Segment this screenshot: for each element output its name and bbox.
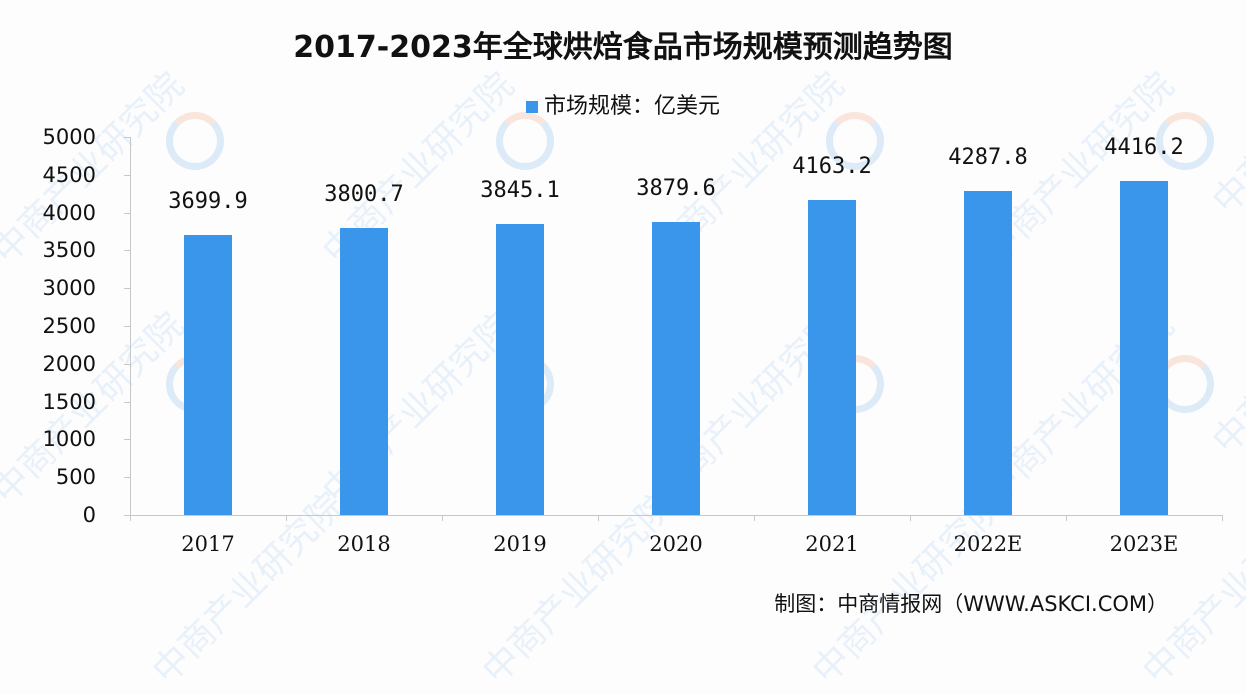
y-tick bbox=[124, 250, 130, 252]
x-tick bbox=[286, 515, 287, 521]
y-tick bbox=[124, 401, 130, 403]
value-label: 4163.2 bbox=[792, 154, 872, 180]
x-tick-label: 2022E bbox=[953, 532, 1023, 556]
bar-2022E[interactable] bbox=[964, 190, 1012, 515]
value-label: 3699.9 bbox=[168, 189, 248, 215]
y-tick-label: 5000 bbox=[42, 125, 96, 149]
value-label: 3879.6 bbox=[636, 175, 716, 201]
bar-2021[interactable] bbox=[808, 200, 856, 515]
y-tick bbox=[124, 212, 130, 214]
value-label: 3800.7 bbox=[324, 181, 404, 207]
y-tick-label: 2500 bbox=[42, 314, 96, 338]
x-tick bbox=[754, 515, 755, 521]
x-tick bbox=[1066, 515, 1067, 521]
value-label: 3845.1 bbox=[480, 178, 560, 204]
bar-2020[interactable] bbox=[652, 221, 700, 515]
y-tick bbox=[124, 439, 130, 441]
y-tick-label: 2000 bbox=[42, 351, 96, 376]
x-tick bbox=[598, 515, 599, 521]
x-tick-label: 2020 bbox=[649, 532, 703, 556]
y-tick-label: 500 bbox=[55, 465, 96, 490]
x-axis-line bbox=[130, 515, 1222, 516]
x-tick-label: 2019 bbox=[493, 532, 547, 556]
askci-logo-icon bbox=[166, 112, 224, 170]
bar-2018[interactable] bbox=[340, 227, 388, 515]
x-tick-label: 2018 bbox=[337, 532, 391, 556]
y-tick bbox=[124, 137, 130, 138]
y-tick bbox=[124, 288, 130, 290]
bar-2017[interactable] bbox=[184, 235, 232, 515]
y-tick bbox=[124, 174, 130, 176]
legend: 市场规模：亿美元 bbox=[0, 88, 1246, 120]
watermark-text: 中商产业研究院 bbox=[1204, 254, 1246, 463]
y-tick-label: 0 bbox=[82, 503, 96, 527]
x-tick-label: 2017 bbox=[181, 532, 235, 556]
askci-logo-icon bbox=[496, 112, 554, 170]
bar-2019[interactable] bbox=[496, 224, 544, 515]
value-label: 4416.2 bbox=[1104, 135, 1184, 161]
bar-2023E[interactable] bbox=[1120, 181, 1168, 515]
x-tick bbox=[1222, 515, 1223, 521]
y-axis-line bbox=[130, 137, 131, 516]
y-tick bbox=[124, 477, 130, 479]
chart-title: 2017-2023年全球烘焙食品市场规模预测趋势图 bbox=[293, 30, 953, 65]
y-tick bbox=[124, 515, 130, 516]
value-label: 4287.8 bbox=[948, 144, 1028, 170]
y-tick-label: 3000 bbox=[42, 276, 96, 301]
y-tick-label: 4000 bbox=[42, 200, 96, 225]
y-tick bbox=[124, 326, 130, 327]
watermark-text: 中商产业研究院 bbox=[144, 484, 353, 693]
y-tick bbox=[124, 363, 130, 365]
y-tick-label: 1000 bbox=[42, 427, 96, 452]
watermark-text: 中商产业研究院 bbox=[0, 304, 193, 513]
legend-swatch bbox=[525, 101, 538, 113]
x-tick-label: 2021 bbox=[805, 532, 859, 556]
source-note: 制图：中商情报网（WWW.ASKCI.COM） bbox=[774, 592, 1168, 616]
y-tick-label: 3500 bbox=[42, 238, 96, 263]
x-tick-label: 2023E bbox=[1109, 532, 1179, 556]
x-tick bbox=[130, 515, 131, 521]
y-tick-label: 1500 bbox=[42, 389, 96, 414]
legend-label: 市场规模：亿美元 bbox=[543, 94, 720, 119]
x-tick bbox=[910, 515, 911, 521]
y-tick-label: 4500 bbox=[42, 162, 96, 187]
x-tick bbox=[442, 515, 443, 521]
